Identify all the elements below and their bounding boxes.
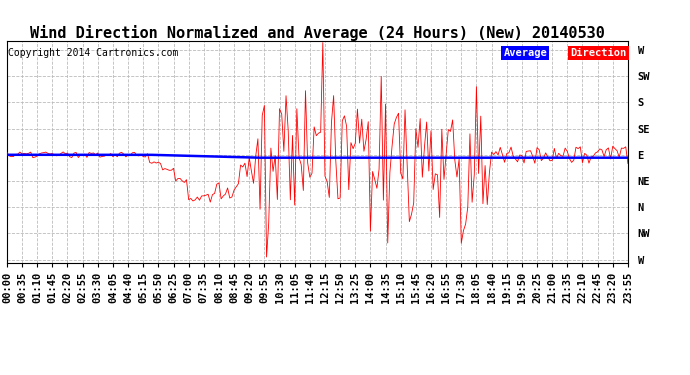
Title: Wind Direction Normalized and Average (24 Hours) (New) 20140530: Wind Direction Normalized and Average (2… — [30, 25, 605, 41]
Text: Direction: Direction — [571, 48, 627, 58]
Text: Copyright 2014 Cartronics.com: Copyright 2014 Cartronics.com — [8, 48, 179, 58]
Text: Average: Average — [504, 48, 547, 58]
